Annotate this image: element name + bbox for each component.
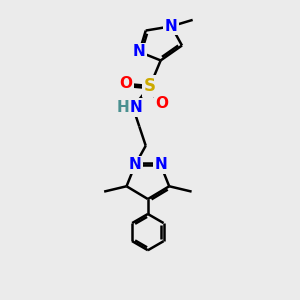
Text: N: N (165, 19, 178, 34)
Text: O: O (155, 96, 168, 111)
Text: O: O (119, 76, 132, 92)
Text: N: N (154, 158, 167, 172)
Text: H: H (117, 100, 130, 115)
Text: S: S (144, 77, 156, 95)
Text: N: N (130, 100, 142, 115)
Text: N: N (133, 44, 146, 59)
Text: N: N (129, 158, 141, 172)
